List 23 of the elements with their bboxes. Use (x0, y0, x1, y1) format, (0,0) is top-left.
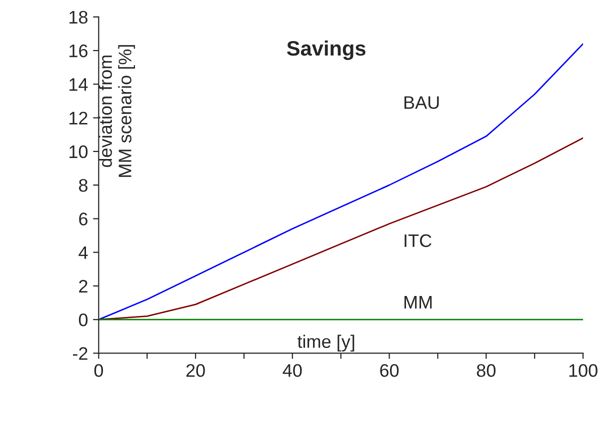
x-tick-label: 0 (94, 364, 103, 377)
x-tick-label: 60 (380, 364, 399, 377)
y-tick-label: 6 (79, 212, 88, 226)
series-label: MM (404, 296, 432, 308)
y-tick-label: 2 (79, 280, 88, 292)
text: BAU (404, 96, 439, 109)
series-label: ITC (404, 234, 432, 248)
y-tick-label: 14 (70, 78, 88, 91)
x-tick-label: 80 (476, 364, 496, 377)
y-tick-label: 12 (70, 112, 88, 124)
y-axis-title: deviation from MM scenario [%] (98, 45, 135, 177)
y-tick-label: 0 (78, 314, 88, 326)
x-tick-label: 20 (186, 364, 205, 377)
x-tick-label: 100 (569, 364, 598, 377)
y-tick-label: -2 (73, 347, 88, 360)
text: Savings (286, 40, 366, 60)
x-tick-label: 40 (282, 364, 302, 377)
y-tick-label: 10 (70, 145, 88, 158)
y-tick-label: 8 (78, 178, 88, 192)
y-tick-label: 18 (70, 10, 88, 24)
y-tick-label: 16 (70, 44, 88, 58)
x-axis-title: time [y] (298, 334, 354, 352)
y-tick-label: 4 (78, 246, 88, 259)
